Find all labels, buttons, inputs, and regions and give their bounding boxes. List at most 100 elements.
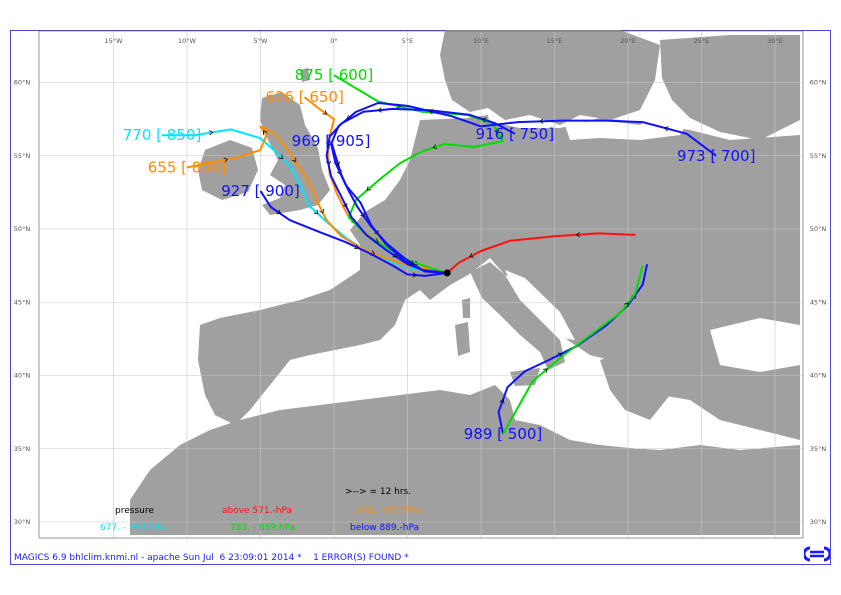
lat-tick-label-left: 45°N	[14, 298, 31, 306]
time-step-arrow	[575, 232, 581, 238]
trajectory-label: 626 [ 650]	[265, 88, 344, 106]
map-border	[38, 30, 804, 539]
lat-tick-label-left: 40°N	[14, 372, 31, 380]
time-step-arrow	[409, 260, 414, 265]
land-north-africa	[130, 385, 800, 535]
time-step-arrow	[366, 186, 372, 191]
land-continent	[198, 118, 800, 440]
lat-tick-label-right: 60°N	[810, 79, 827, 87]
trajectory-label: 989 [ 500]	[464, 425, 543, 443]
lon-tick-label: 20°E	[620, 37, 636, 45]
legend-arrow-note: >--> = 12 hrs.	[345, 487, 411, 497]
trajectory-labels: 770 [ 850] 655 [ 800] 626 [ 650] 875 [ 600]…	[123, 66, 756, 443]
land-shetland	[300, 68, 310, 82]
trajectory-label: 927 [ 900]	[221, 182, 300, 200]
time-step-arrow	[469, 253, 474, 258]
time-step-arrow	[481, 117, 487, 123]
time-step-arrow	[278, 154, 284, 160]
map-frame	[10, 30, 831, 565]
lon-tick-label: 15°W	[105, 37, 124, 45]
ecmwf-logo-icon	[804, 546, 830, 562]
land-corsica	[462, 298, 470, 318]
time-step-arrow	[223, 157, 229, 163]
trajectory-label: 655 [ 800]	[148, 158, 227, 176]
lat-tick-label-right: 50°N	[810, 225, 827, 233]
lon-tick-label: 5°W	[254, 37, 268, 45]
lon-tick-label: 5°E	[402, 37, 414, 45]
time-step-arrow	[539, 118, 544, 124]
time-step-arrow	[342, 203, 348, 208]
time-step-arrow	[624, 302, 629, 307]
footer-status: MAGICS 6.9 bhlclim.knmi.nl - apache Sun …	[14, 553, 409, 563]
lon-tick-label: 25°E	[694, 37, 710, 45]
trajectory-line	[502, 265, 644, 435]
lat-tick-label-left: 30°N	[14, 518, 31, 526]
time-step-arrow	[354, 244, 359, 250]
time-step-arrow	[313, 209, 319, 215]
lat-tick-label-left: 60°N	[14, 79, 31, 87]
time-step-arrow	[319, 208, 324, 214]
lat-tick-label-right: 40°N	[810, 372, 827, 380]
start-point-marker	[443, 269, 451, 277]
lat-tick-label-right: 45°N	[810, 298, 827, 306]
trajectory-line	[186, 125, 448, 274]
sea-black-sea	[710, 318, 800, 372]
sea-baltic	[565, 110, 690, 140]
legend-range-2: 677. - 783.hPa	[100, 523, 165, 533]
legend-below: below 889.-hPa	[350, 523, 419, 533]
trajectory-label: 770 [ 850]	[123, 126, 202, 144]
legend-range-1: 571. - 677.hPa	[356, 506, 421, 516]
time-step-arrow	[291, 157, 297, 163]
land-scandinavia	[440, 30, 660, 125]
legend: >--> = 12 hrs. pressure above 571.-hPa 5…	[100, 487, 421, 533]
trajectory-label: 916 [ 750]	[476, 125, 555, 143]
time-step-arrow	[664, 126, 669, 132]
trajectory-line	[162, 128, 448, 274]
lat-tick-label-left: 55°N	[14, 152, 31, 160]
land-greece	[600, 350, 670, 420]
land-masses	[130, 30, 800, 535]
lat-tick-label-left: 35°N	[14, 445, 31, 453]
lat-tick-label-right: 30°N	[810, 518, 827, 526]
legend-above: above 571.-hPa	[222, 506, 292, 516]
legend-pressure-label: pressure	[115, 506, 154, 516]
graticule: 15°W 10°W 5°W 0° 5°E 10°E 15°E 20°E 25°E 30°E 60°N…	[14, 30, 827, 539]
time-step-arrow	[326, 142, 332, 147]
time-step-arrow	[499, 399, 505, 404]
trajectory-label: 969 [ 905]	[292, 132, 371, 150]
time-step-arrow	[432, 144, 438, 150]
time-step-arrow	[208, 130, 214, 136]
lon-tick-label: 10°E	[473, 37, 489, 45]
sea-adriatic	[505, 270, 575, 340]
time-step-arrow	[494, 128, 499, 133]
trajectories-layer	[162, 74, 717, 435]
lon-tick-label: 15°E	[547, 37, 563, 45]
trajectory-label: 973 [ 700]	[677, 147, 756, 165]
land-great-britain	[260, 92, 330, 215]
time-step-arrow	[428, 109, 434, 115]
lon-tick-label: 30°E	[767, 37, 783, 45]
land-italy	[470, 262, 565, 370]
time-step-arrow	[276, 209, 281, 215]
time-step-arrow	[557, 352, 563, 358]
time-step-arrow	[360, 212, 365, 218]
trajectory-line	[446, 232, 636, 274]
trajectory-label: 875 [ 600]	[295, 66, 374, 84]
time-step-arrow	[377, 107, 382, 113]
lat-tick-label-right: 55°N	[810, 152, 827, 160]
trajectory-line	[325, 107, 516, 274]
time-step-arrow	[335, 161, 340, 166]
land-finland	[660, 35, 800, 140]
time-step-arrow	[322, 110, 328, 115]
time-step-arrow	[262, 130, 268, 135]
lon-tick-label: 0°	[330, 37, 337, 45]
time-step-arrow	[543, 368, 548, 373]
time-step-arrow	[392, 252, 398, 258]
land-sardinia	[455, 322, 470, 356]
time-step-arrow	[346, 115, 352, 120]
lat-tick-label-right: 35°N	[810, 445, 827, 453]
lon-tick-label: 10°W	[178, 37, 197, 45]
lat-tick-label-left: 50°N	[14, 225, 31, 233]
time-step-arrow	[412, 272, 418, 278]
